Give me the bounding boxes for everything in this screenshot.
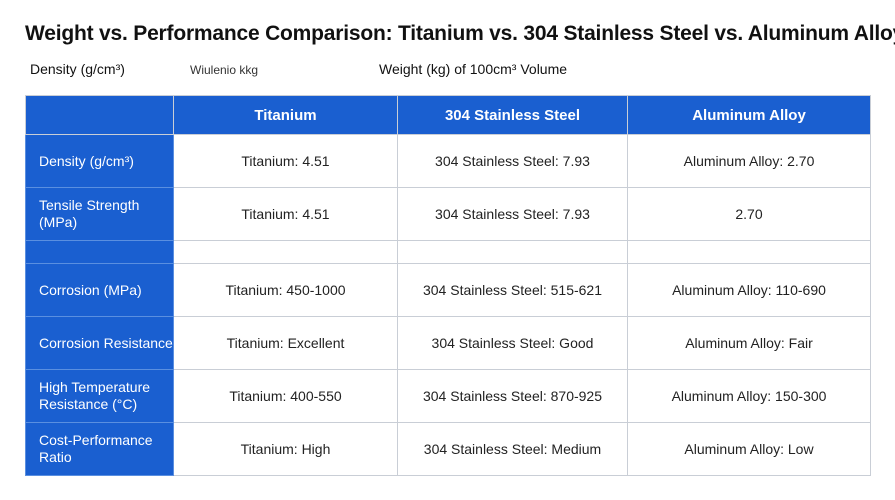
table-row: Corrosion (MPa) Titanium: 450-1000 304 Sta… bbox=[25, 263, 871, 317]
row-label: Corrosion Resistance bbox=[25, 316, 174, 370]
table-cell: Titanium: 4.51 bbox=[173, 134, 398, 188]
table-cell: 2.70 bbox=[627, 187, 871, 241]
header-cell: Aluminum Alloy bbox=[627, 95, 871, 135]
table-cell: Aluminum Alloy: Low bbox=[627, 422, 871, 476]
subtitle: Wiulenio kkg bbox=[190, 63, 259, 77]
table-cell: 304 Stainless Steel: Medium bbox=[397, 422, 628, 476]
table-row: High Temperature Resistance (°C) Titanium… bbox=[25, 369, 871, 423]
row-label: Corrosion (MPa) bbox=[25, 263, 174, 317]
table-cell: Aluminum Alloy: Fair bbox=[627, 316, 871, 370]
table-cell: Aluminum Alloy: 150-300 bbox=[627, 369, 871, 423]
table-cell: Titanium: High bbox=[173, 422, 398, 476]
table-cell: Titanium: 4.51 bbox=[173, 187, 398, 241]
subtitle: Density (g/cm³) bbox=[30, 61, 125, 77]
table-cell: Titanium: 450-1000 bbox=[173, 263, 398, 317]
table-cell: 304 Stainless Steel: 515-621 bbox=[397, 263, 628, 317]
row-label: Tensile Strength (MPa) bbox=[25, 187, 174, 241]
spacer-row bbox=[25, 240, 871, 264]
table-cell bbox=[397, 240, 628, 264]
comparison-table: Titanium 304 Stainless Steel Aluminum Allo… bbox=[25, 95, 871, 476]
table-row: Cost-Performance Ratio Titanium: High 304 … bbox=[25, 422, 871, 476]
header-cell: Titanium bbox=[173, 95, 398, 135]
table-cell: 304 Stainless Steel: 870-925 bbox=[397, 369, 628, 423]
header-cell bbox=[25, 95, 174, 135]
table-row: Corrosion Resistance Titanium: Excellent 3… bbox=[25, 316, 871, 370]
subtitle: Weight (kg) of 100cm³ Volume bbox=[379, 61, 568, 77]
row-label: Density (g/cm³) bbox=[25, 134, 174, 188]
table-cell: 304 Stainless Steel: 7.93 bbox=[397, 134, 628, 188]
table-cell: 304 Stainless Steel: Good bbox=[397, 316, 628, 370]
table-cell bbox=[627, 240, 871, 264]
row-label bbox=[25, 240, 174, 264]
row-label: High Temperature Resistance (°C) bbox=[25, 369, 174, 423]
table-row: Tensile Strength (MPa) Titanium: 4.51 304 … bbox=[25, 187, 871, 241]
header-row: Titanium 304 Stainless Steel Aluminum Allo… bbox=[25, 95, 871, 135]
header-cell: 304 Stainless Steel bbox=[397, 95, 628, 135]
table-cell: Titanium: Excellent bbox=[173, 316, 398, 370]
row-label: Cost-Performance Ratio bbox=[25, 422, 174, 476]
table-cell: Titanium: 400-550 bbox=[173, 369, 398, 423]
table-cell: Aluminum Alloy: 2.70 bbox=[627, 134, 871, 188]
table-cell bbox=[173, 240, 398, 264]
table-cell: Aluminum Alloy: 110-690 bbox=[627, 263, 871, 317]
title: Weight vs. Performance Comparison: Titan… bbox=[25, 22, 895, 45]
table-row: Density (g/cm³) Titanium: 4.51 304 Stainle… bbox=[25, 134, 871, 188]
table-cell: 304 Stainless Steel: 7.93 bbox=[397, 187, 628, 241]
